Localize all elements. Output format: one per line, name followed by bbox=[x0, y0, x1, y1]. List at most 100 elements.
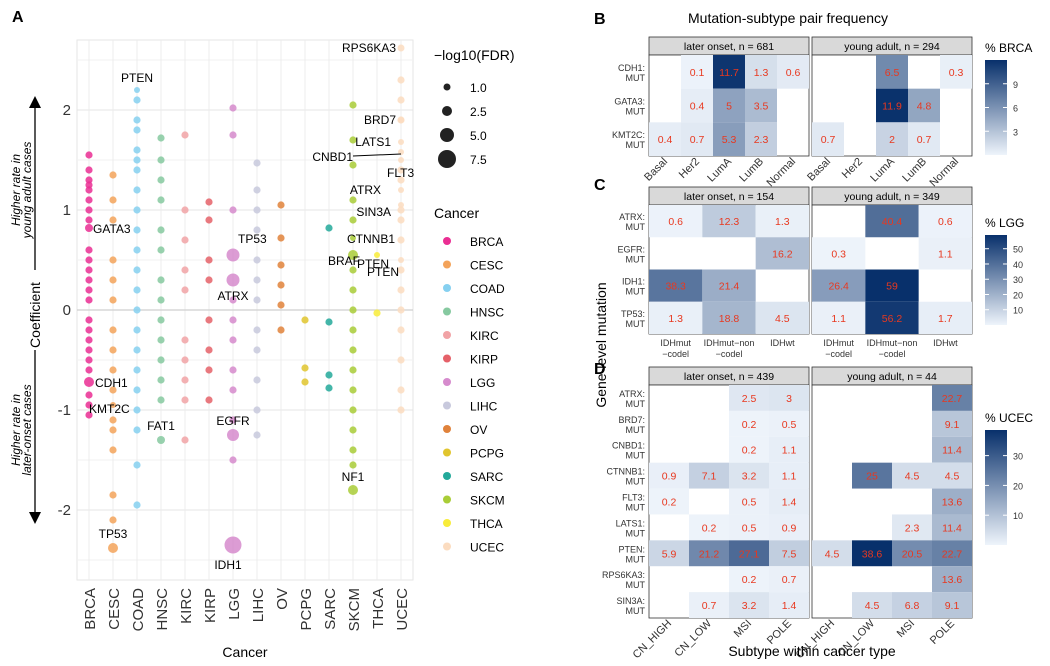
data-point bbox=[133, 366, 141, 374]
cell-value: 0.5 bbox=[782, 419, 797, 431]
data-point bbox=[109, 296, 117, 304]
heat-cell bbox=[689, 592, 729, 618]
cell-value: 0.3 bbox=[949, 67, 964, 79]
color-legend-title: Cancer bbox=[434, 205, 479, 221]
heat-cell bbox=[932, 385, 972, 411]
heat-cell bbox=[908, 88, 940, 123]
color-legend-label: KIRC bbox=[470, 329, 499, 343]
legend-tick-label: 30 bbox=[1013, 275, 1023, 285]
col-tick-label: MSI bbox=[732, 618, 754, 640]
data-point bbox=[229, 316, 237, 324]
data-point bbox=[133, 306, 141, 314]
data-point bbox=[253, 226, 261, 234]
heat-cell bbox=[729, 462, 769, 489]
data-point bbox=[181, 356, 189, 364]
gene-label: SIN3A bbox=[356, 205, 391, 219]
heat-cell bbox=[769, 514, 809, 541]
facet-label: young adult, n = 44 bbox=[847, 371, 937, 383]
color-legend-label: COAD bbox=[470, 282, 505, 296]
heat-cell bbox=[649, 122, 681, 156]
data-point-labeled bbox=[398, 202, 404, 208]
col-tick-label: LumB bbox=[737, 156, 766, 185]
cell-value: 26.4 bbox=[828, 281, 849, 293]
row-label: PTEN: bbox=[618, 544, 645, 554]
heat-cell bbox=[932, 410, 972, 437]
cell-value: 2.5 bbox=[742, 393, 757, 405]
facet-label: young adult, n = 349 bbox=[844, 191, 940, 203]
data-point-labeled bbox=[398, 139, 404, 145]
data-point bbox=[85, 366, 93, 374]
x-tick-label: CESC bbox=[106, 588, 123, 630]
data-point-labeled bbox=[224, 536, 242, 554]
data-point bbox=[349, 196, 357, 204]
legend-tick-label: 50 bbox=[1013, 245, 1023, 255]
cell-value: 11.7 bbox=[719, 67, 739, 79]
gene-label: GATA3 bbox=[93, 222, 131, 236]
heat-cell bbox=[769, 566, 809, 593]
heat-cell bbox=[729, 514, 769, 541]
data-point bbox=[277, 326, 285, 334]
heat-cell bbox=[713, 55, 745, 89]
cell-value: 12.3 bbox=[719, 216, 740, 228]
row-label: EGFR: bbox=[617, 244, 645, 254]
heat-cell bbox=[892, 462, 932, 489]
legend-colorbar bbox=[985, 60, 1007, 155]
cell-value: 13.6 bbox=[942, 497, 963, 509]
cell-value: 3.5 bbox=[754, 101, 769, 113]
panel-label-b: B bbox=[594, 11, 606, 28]
cell-value: 13.6 bbox=[942, 574, 963, 586]
col-tick-label: Normal bbox=[765, 156, 799, 190]
facet-label: later onset, n = 439 bbox=[684, 371, 774, 383]
col-tick-label: Her2 bbox=[840, 156, 865, 181]
panel-c-heatmap: later onset, n = 154 0.6 12.3 1.3 16.2 38.3 21… bbox=[593, 186, 1024, 408]
data-point bbox=[109, 326, 117, 334]
cell-value: 4.5 bbox=[945, 471, 960, 483]
size-legend-dot bbox=[438, 150, 456, 168]
cell-value: 2.3 bbox=[905, 522, 920, 534]
heat-cell bbox=[755, 301, 809, 334]
cell-value: 56.2 bbox=[882, 313, 903, 325]
data-point bbox=[85, 336, 93, 344]
row-label: IDH1: bbox=[622, 277, 645, 287]
legend-tick-label: 40 bbox=[1013, 260, 1023, 270]
data-point bbox=[397, 96, 405, 104]
x-tick-label: PCPG bbox=[298, 588, 315, 631]
gene-label: PTEN bbox=[367, 265, 399, 279]
color-legend-dot bbox=[443, 519, 451, 527]
cell-value: 5.9 bbox=[662, 548, 677, 560]
color-legend-label: LGG bbox=[470, 376, 495, 390]
data-point bbox=[109, 346, 117, 354]
row-label: MUT bbox=[626, 451, 646, 461]
data-point bbox=[109, 386, 117, 394]
arrow-down-text-1: Higher rate in bbox=[9, 394, 23, 466]
gene-label: ATRX bbox=[217, 289, 248, 303]
data-point bbox=[133, 146, 141, 154]
color-legend-label: THCA bbox=[470, 517, 503, 531]
data-point bbox=[85, 151, 93, 159]
x-tick-label: LGG bbox=[226, 588, 243, 620]
y-tick-label: -2 bbox=[58, 502, 71, 519]
data-point bbox=[133, 386, 141, 394]
x-tick-label: OV bbox=[274, 588, 291, 610]
data-point-labeled bbox=[134, 87, 140, 93]
data-point bbox=[349, 101, 357, 109]
data-point-labeled bbox=[348, 485, 358, 495]
data-point bbox=[277, 261, 285, 269]
data-point bbox=[85, 181, 93, 189]
color-legend-dot bbox=[443, 307, 451, 316]
data-point bbox=[109, 196, 117, 204]
cell-value: 0.6 bbox=[668, 216, 683, 228]
data-point-labeled bbox=[350, 235, 356, 241]
heat-cell bbox=[812, 301, 866, 334]
row-label: MUT bbox=[626, 528, 646, 538]
color-legend-dot bbox=[443, 472, 451, 480]
col-tick-label: −codel bbox=[716, 349, 743, 359]
cell-value: 0.9 bbox=[662, 471, 677, 483]
gene-label: CNBD1 bbox=[312, 150, 353, 164]
cell-value: 7.1 bbox=[702, 471, 717, 483]
data-point bbox=[157, 176, 165, 184]
data-point bbox=[85, 276, 93, 284]
facet-label: later onset, n = 681 bbox=[684, 41, 774, 53]
data-point bbox=[253, 376, 261, 384]
facet-label: later onset, n = 154 bbox=[684, 191, 774, 203]
